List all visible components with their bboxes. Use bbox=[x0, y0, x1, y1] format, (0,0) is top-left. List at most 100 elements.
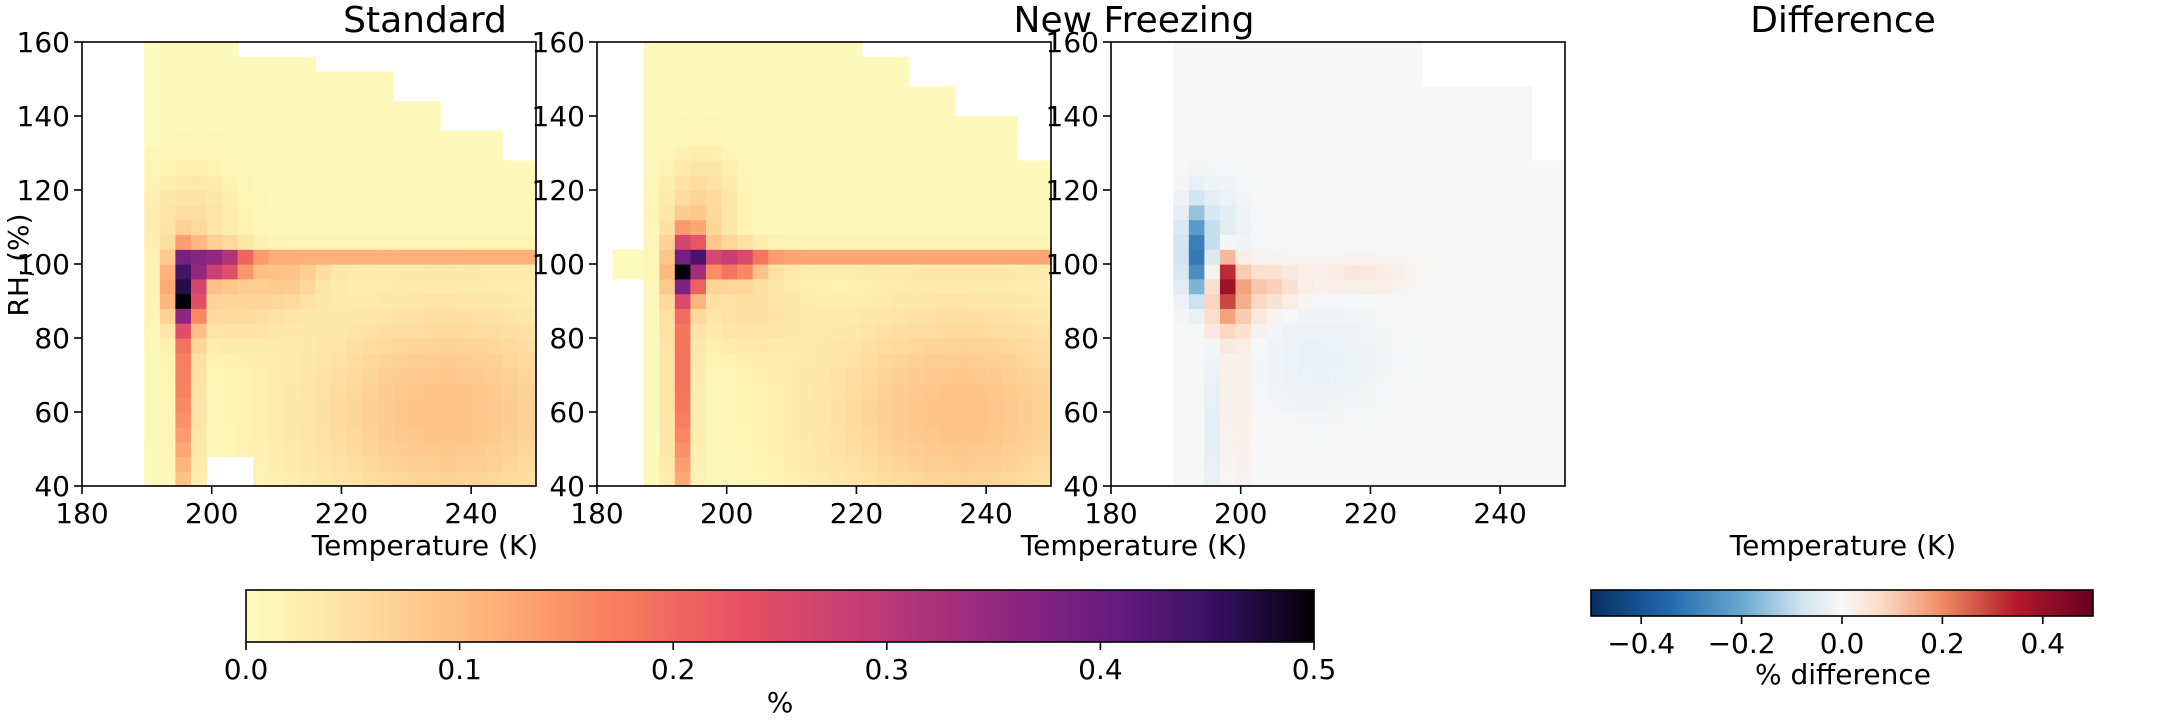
heatmap-cell bbox=[331, 278, 348, 295]
heatmap-cell bbox=[1328, 160, 1346, 176]
heatmap-cell bbox=[1406, 382, 1423, 398]
heatmap-cell bbox=[190, 204, 208, 221]
heatmap-cell bbox=[986, 382, 1003, 398]
heatmap-cell bbox=[1344, 412, 1361, 428]
heatmap-cell bbox=[1032, 441, 1050, 457]
heatmap-cell bbox=[1360, 412, 1377, 428]
heatmap-cell bbox=[814, 278, 832, 295]
heatmap-cell bbox=[440, 175, 457, 191]
heatmap-cell bbox=[1219, 234, 1237, 250]
heatmap-cell bbox=[643, 308, 660, 324]
heatmap-cell bbox=[721, 190, 738, 206]
heatmap-cell bbox=[408, 264, 426, 280]
heatmap-cell bbox=[1437, 367, 1455, 383]
heatmap-cell bbox=[923, 264, 941, 280]
heatmap-cell bbox=[471, 160, 488, 176]
heatmap-cell bbox=[440, 397, 457, 413]
heatmap-cell bbox=[1251, 412, 1268, 428]
heatmap-cell bbox=[970, 234, 987, 250]
heatmap-cell bbox=[159, 145, 176, 161]
heatmap-cell bbox=[284, 412, 301, 428]
heatmap-cell bbox=[1032, 175, 1050, 191]
heatmap-cell bbox=[1515, 412, 1532, 428]
heatmap-cell bbox=[1406, 86, 1423, 102]
heatmap-cell bbox=[861, 160, 878, 176]
heatmap-cell bbox=[1469, 323, 1486, 339]
heatmap-cell bbox=[830, 160, 847, 176]
heatmap-cell bbox=[846, 382, 863, 398]
heatmap-cell bbox=[923, 86, 941, 102]
heatmap-cell bbox=[175, 308, 192, 324]
heatmap-cell bbox=[955, 382, 972, 398]
heatmap-cell bbox=[1453, 249, 1470, 265]
heatmap-cell bbox=[1422, 352, 1439, 369]
heatmap-cell bbox=[674, 86, 691, 102]
heatmap-cell bbox=[1219, 426, 1237, 443]
heatmap-cell bbox=[299, 382, 317, 398]
heatmap-cell bbox=[861, 382, 878, 398]
heatmap-cell bbox=[362, 219, 379, 235]
heatmap-cell bbox=[1219, 441, 1237, 457]
heatmap-cell bbox=[1219, 42, 1237, 58]
heatmap-cell bbox=[1500, 160, 1517, 176]
heatmap-cell bbox=[1437, 352, 1455, 369]
heatmap-cell bbox=[1484, 219, 1501, 235]
heatmap-cell bbox=[1235, 71, 1252, 87]
heatmap-cell bbox=[1360, 308, 1377, 324]
heatmap-cell bbox=[284, 308, 301, 324]
heatmap-cell bbox=[424, 367, 441, 383]
heatmap-cell bbox=[939, 264, 956, 280]
heatmap-cell bbox=[424, 278, 441, 295]
heatmap-cell bbox=[970, 338, 987, 354]
heatmap-cell bbox=[346, 219, 363, 235]
heatmap-cell bbox=[408, 175, 426, 191]
heatmap-cell bbox=[1437, 160, 1455, 176]
heatmap-cell bbox=[737, 323, 754, 339]
y-tick-label: 100 bbox=[1046, 248, 1099, 281]
heatmap-cell bbox=[861, 338, 878, 354]
heatmap-cell bbox=[486, 471, 503, 487]
heatmap-cell bbox=[331, 397, 348, 413]
heatmap-cell bbox=[877, 160, 894, 176]
heatmap-cell bbox=[830, 101, 847, 117]
heatmap-cell bbox=[783, 264, 800, 280]
heatmap-cell bbox=[1375, 426, 1392, 443]
heatmap-cell bbox=[1328, 456, 1346, 472]
heatmap-cell bbox=[1375, 86, 1392, 102]
x-tick-label: 240 bbox=[959, 497, 1012, 530]
heatmap-cell bbox=[830, 264, 847, 280]
heatmap-cell bbox=[892, 412, 909, 428]
heatmap-cell bbox=[705, 249, 723, 265]
heatmap-cell bbox=[1001, 116, 1018, 132]
heatmap-cell bbox=[955, 412, 972, 428]
heatmap-cell bbox=[643, 204, 660, 221]
heatmap-cell bbox=[1344, 293, 1361, 309]
heatmap-cell bbox=[737, 441, 754, 457]
heatmap-cell bbox=[846, 42, 863, 58]
heatmap-cell bbox=[408, 293, 426, 309]
heatmap-cell bbox=[814, 116, 832, 132]
heatmap-cell bbox=[659, 190, 676, 206]
heatmap-cell bbox=[877, 130, 894, 147]
heatmap-cell bbox=[284, 426, 301, 443]
heatmap-cell bbox=[268, 323, 285, 339]
heatmap-cell bbox=[659, 382, 676, 398]
heatmap-cell bbox=[986, 160, 1003, 176]
heatmap-cell bbox=[1406, 175, 1423, 191]
heatmap-cell bbox=[424, 204, 441, 221]
heatmap-cell bbox=[737, 367, 754, 383]
heatmap-cell bbox=[814, 352, 832, 369]
heatmap-cell bbox=[299, 352, 317, 369]
heatmap-cell bbox=[1032, 323, 1050, 339]
heatmap-cell bbox=[659, 397, 676, 413]
heatmap-cell bbox=[768, 116, 785, 132]
heatmap-cell bbox=[705, 71, 723, 87]
heatmap-cell bbox=[674, 426, 691, 443]
heatmap-cell bbox=[1453, 293, 1470, 309]
heatmap-cell bbox=[1437, 204, 1455, 221]
heatmap-cell bbox=[533, 426, 537, 443]
heatmap-cell bbox=[768, 190, 785, 206]
y-tick-label: 160 bbox=[17, 26, 70, 59]
heatmap-cell bbox=[1360, 338, 1377, 354]
heatmap-cell bbox=[331, 219, 348, 235]
